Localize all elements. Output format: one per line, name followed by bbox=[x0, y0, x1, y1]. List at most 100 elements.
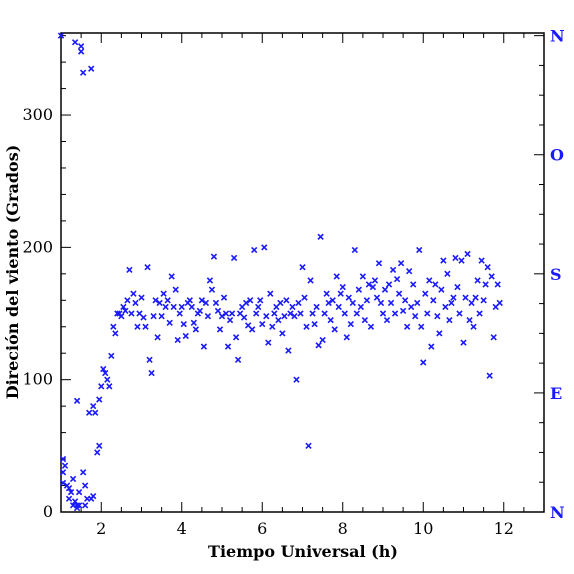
data-point bbox=[81, 482, 89, 489]
data-point bbox=[230, 254, 238, 262]
data-point bbox=[363, 297, 371, 304]
data-point bbox=[108, 352, 115, 360]
data-point bbox=[224, 343, 232, 350]
data-point bbox=[444, 270, 451, 277]
data-point bbox=[367, 323, 375, 330]
y-tick-label: 100 bbox=[22, 370, 53, 389]
data-point bbox=[331, 326, 338, 333]
data-point bbox=[220, 294, 228, 301]
data-point bbox=[432, 281, 439, 288]
compass-labels: N E S O N bbox=[550, 27, 565, 522]
data-point bbox=[158, 313, 165, 320]
data-point bbox=[472, 294, 479, 301]
data-point bbox=[462, 294, 469, 301]
plot-frame bbox=[60, 32, 545, 513]
compass-label: N bbox=[550, 503, 565, 522]
data-point bbox=[232, 334, 240, 341]
data-point bbox=[397, 260, 405, 267]
data-point bbox=[448, 299, 455, 307]
data-point bbox=[275, 316, 282, 324]
data-point bbox=[57, 32, 65, 39]
data-point bbox=[321, 310, 328, 317]
x-tick-label: 2 bbox=[96, 519, 106, 538]
data-point bbox=[148, 369, 155, 377]
data-point bbox=[325, 299, 332, 307]
data-point bbox=[90, 402, 97, 410]
data-point bbox=[210, 253, 218, 260]
data-point bbox=[357, 303, 365, 311]
data-point bbox=[412, 313, 419, 320]
data-point bbox=[424, 310, 431, 317]
data-point bbox=[351, 246, 358, 254]
data-point bbox=[255, 303, 262, 311]
data-point bbox=[403, 323, 411, 330]
data-point bbox=[61, 462, 69, 469]
data-point bbox=[327, 316, 334, 324]
data-point bbox=[341, 310, 348, 317]
data-point bbox=[126, 266, 133, 274]
data-point bbox=[446, 316, 453, 324]
data-point bbox=[291, 313, 298, 320]
data-point bbox=[295, 299, 302, 307]
data-point bbox=[277, 299, 284, 307]
data-point bbox=[337, 290, 344, 297]
data-point bbox=[371, 277, 379, 284]
data-point bbox=[65, 495, 73, 502]
data-point bbox=[287, 310, 294, 317]
data-point bbox=[347, 320, 354, 328]
data-point bbox=[434, 313, 441, 320]
data-point bbox=[132, 299, 139, 307]
data-point bbox=[401, 297, 409, 304]
data-point bbox=[69, 475, 77, 483]
data-point bbox=[180, 320, 187, 328]
data-point bbox=[408, 303, 415, 311]
data-point bbox=[130, 290, 137, 297]
data-point bbox=[458, 257, 465, 264]
data-point bbox=[79, 469, 87, 476]
data-point bbox=[114, 310, 121, 317]
data-point bbox=[410, 281, 417, 288]
data-point bbox=[313, 303, 320, 311]
data-point bbox=[265, 339, 272, 346]
data-point bbox=[430, 297, 437, 304]
data-point bbox=[478, 257, 485, 264]
data-point bbox=[190, 319, 197, 326]
data-point bbox=[387, 299, 395, 307]
data-point bbox=[414, 299, 421, 307]
data-point bbox=[488, 273, 495, 280]
data-point bbox=[349, 299, 356, 307]
data-point bbox=[120, 303, 127, 311]
data-point bbox=[440, 257, 447, 264]
data-point bbox=[67, 488, 75, 496]
data-point bbox=[355, 286, 363, 293]
data-point bbox=[405, 268, 413, 275]
data-point bbox=[218, 313, 226, 320]
data-point bbox=[373, 294, 381, 301]
data-point bbox=[379, 310, 387, 317]
data-point bbox=[188, 303, 195, 311]
data-point bbox=[454, 283, 461, 291]
data-point bbox=[470, 323, 477, 330]
data-point bbox=[71, 39, 79, 46]
data-point bbox=[160, 290, 167, 297]
data-point bbox=[420, 359, 427, 366]
data-point bbox=[196, 307, 204, 315]
data-point bbox=[494, 281, 501, 288]
data-point bbox=[466, 316, 473, 324]
data-point bbox=[416, 246, 423, 254]
data-point bbox=[261, 244, 268, 251]
data-point bbox=[450, 294, 457, 301]
data-point bbox=[142, 323, 149, 330]
data-point bbox=[182, 332, 189, 340]
data-point bbox=[395, 290, 403, 297]
data-point bbox=[377, 299, 385, 307]
data-point bbox=[315, 342, 322, 349]
data-point bbox=[257, 297, 264, 304]
data-point bbox=[128, 310, 135, 317]
data-point bbox=[289, 303, 296, 311]
data-point bbox=[480, 297, 487, 304]
data-point bbox=[90, 492, 97, 500]
data-point bbox=[393, 275, 401, 283]
data-point bbox=[73, 397, 81, 405]
data-point bbox=[212, 299, 220, 307]
